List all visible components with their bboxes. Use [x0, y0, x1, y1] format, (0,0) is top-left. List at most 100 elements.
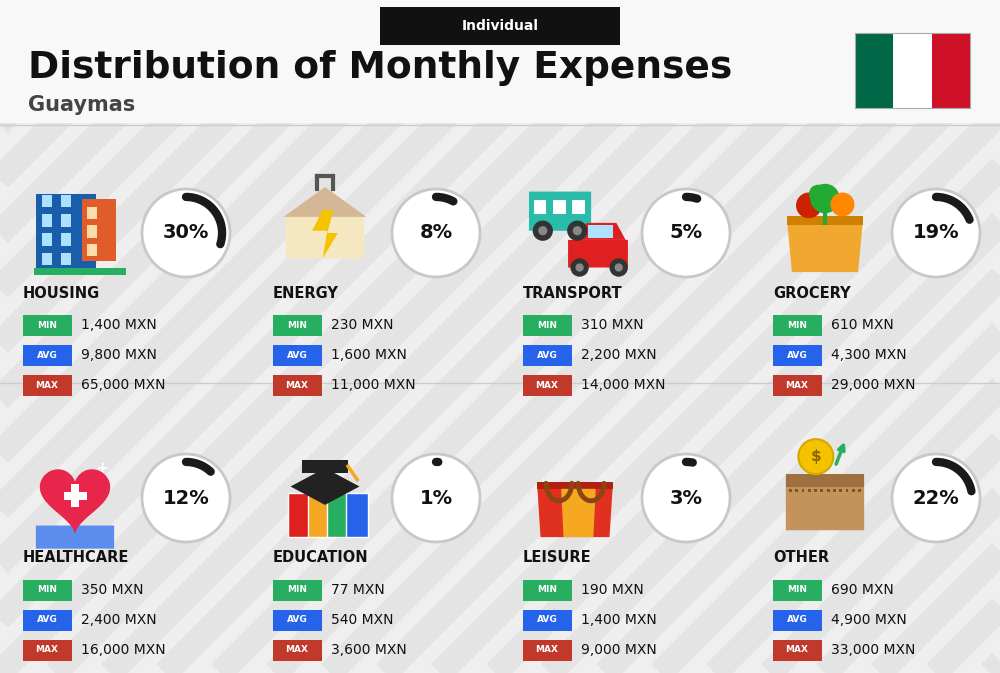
FancyBboxPatch shape	[572, 200, 585, 214]
FancyBboxPatch shape	[34, 268, 126, 275]
Text: MIN: MIN	[287, 320, 307, 330]
Text: +: +	[97, 461, 108, 475]
FancyBboxPatch shape	[786, 474, 864, 487]
Polygon shape	[286, 189, 364, 258]
Text: Distribution of Monthly Expenses: Distribution of Monthly Expenses	[28, 50, 732, 86]
FancyBboxPatch shape	[808, 489, 811, 491]
FancyBboxPatch shape	[272, 374, 322, 396]
Text: MIN: MIN	[787, 586, 807, 594]
FancyBboxPatch shape	[22, 610, 72, 631]
FancyBboxPatch shape	[852, 489, 855, 491]
FancyBboxPatch shape	[522, 374, 572, 396]
Text: MIN: MIN	[37, 320, 57, 330]
FancyBboxPatch shape	[568, 240, 628, 268]
FancyBboxPatch shape	[61, 234, 71, 246]
FancyBboxPatch shape	[82, 199, 116, 260]
Text: Individual: Individual	[462, 19, 538, 33]
FancyBboxPatch shape	[272, 610, 322, 631]
FancyBboxPatch shape	[522, 639, 572, 660]
Text: 30%: 30%	[163, 223, 209, 242]
FancyBboxPatch shape	[42, 194, 52, 207]
FancyBboxPatch shape	[787, 217, 863, 225]
FancyBboxPatch shape	[22, 345, 72, 365]
Text: AVG: AVG	[537, 351, 557, 359]
FancyBboxPatch shape	[588, 225, 613, 238]
Text: MAX: MAX	[36, 380, 58, 390]
Text: 29,000 MXN: 29,000 MXN	[831, 378, 916, 392]
FancyBboxPatch shape	[71, 484, 79, 507]
Text: 230 MXN: 230 MXN	[331, 318, 394, 332]
FancyBboxPatch shape	[61, 253, 71, 265]
FancyBboxPatch shape	[529, 192, 591, 231]
FancyBboxPatch shape	[786, 475, 864, 530]
Text: ENERGY: ENERGY	[273, 285, 339, 301]
Circle shape	[392, 454, 480, 542]
FancyBboxPatch shape	[522, 610, 572, 631]
Circle shape	[796, 192, 822, 218]
FancyBboxPatch shape	[802, 489, 804, 491]
Text: AVG: AVG	[37, 351, 57, 359]
Circle shape	[831, 192, 854, 217]
Circle shape	[642, 189, 730, 277]
FancyBboxPatch shape	[522, 579, 572, 600]
FancyBboxPatch shape	[833, 489, 836, 491]
Text: 1,400 MXN: 1,400 MXN	[581, 613, 657, 627]
Text: 690 MXN: 690 MXN	[831, 583, 894, 597]
FancyBboxPatch shape	[380, 7, 620, 45]
Text: 190 MXN: 190 MXN	[581, 583, 644, 597]
Text: Guaymas: Guaymas	[28, 95, 135, 115]
Text: MIN: MIN	[37, 586, 57, 594]
FancyBboxPatch shape	[22, 314, 72, 336]
Circle shape	[533, 221, 553, 241]
FancyBboxPatch shape	[522, 314, 572, 336]
Circle shape	[573, 226, 582, 236]
FancyBboxPatch shape	[36, 194, 96, 272]
Text: HEALTHCARE: HEALTHCARE	[23, 551, 129, 565]
Text: AVG: AVG	[787, 616, 807, 625]
FancyBboxPatch shape	[327, 493, 349, 537]
FancyBboxPatch shape	[789, 489, 792, 491]
FancyBboxPatch shape	[302, 460, 348, 472]
Text: 540 MXN: 540 MXN	[331, 613, 394, 627]
Text: 3%: 3%	[670, 489, 702, 507]
Circle shape	[392, 189, 480, 277]
Text: $: $	[810, 449, 821, 464]
Text: LEISURE: LEISURE	[523, 551, 592, 565]
FancyBboxPatch shape	[814, 489, 817, 491]
Text: MAX: MAX	[286, 645, 308, 655]
Circle shape	[892, 189, 980, 277]
Text: AVG: AVG	[287, 616, 307, 625]
FancyBboxPatch shape	[932, 33, 970, 108]
FancyBboxPatch shape	[534, 200, 546, 214]
Circle shape	[642, 454, 730, 542]
Text: 2,200 MXN: 2,200 MXN	[581, 348, 657, 362]
Text: AVG: AVG	[37, 616, 57, 625]
Circle shape	[798, 439, 833, 474]
Text: MIN: MIN	[537, 586, 557, 594]
Text: 610 MXN: 610 MXN	[831, 318, 894, 332]
Circle shape	[567, 221, 587, 241]
FancyBboxPatch shape	[820, 489, 823, 491]
FancyBboxPatch shape	[772, 639, 822, 660]
Text: 16,000 MXN: 16,000 MXN	[81, 643, 166, 657]
FancyBboxPatch shape	[772, 374, 822, 396]
Text: AVG: AVG	[787, 351, 807, 359]
Circle shape	[809, 184, 827, 203]
Text: HOUSING: HOUSING	[23, 285, 100, 301]
FancyBboxPatch shape	[858, 489, 861, 491]
FancyBboxPatch shape	[87, 244, 97, 256]
Text: 8%: 8%	[419, 223, 453, 242]
Circle shape	[892, 454, 980, 542]
Text: 1,400 MXN: 1,400 MXN	[81, 318, 157, 332]
FancyBboxPatch shape	[288, 493, 310, 537]
Polygon shape	[561, 489, 596, 537]
Text: 65,000 MXN: 65,000 MXN	[81, 378, 166, 392]
Text: 22%: 22%	[913, 489, 959, 507]
Text: MIN: MIN	[287, 586, 307, 594]
FancyBboxPatch shape	[839, 489, 842, 491]
Text: 1%: 1%	[419, 489, 453, 507]
Text: MAX: MAX	[786, 645, 808, 655]
Text: 1,600 MXN: 1,600 MXN	[331, 348, 407, 362]
FancyBboxPatch shape	[772, 345, 822, 365]
Text: AVG: AVG	[287, 351, 307, 359]
